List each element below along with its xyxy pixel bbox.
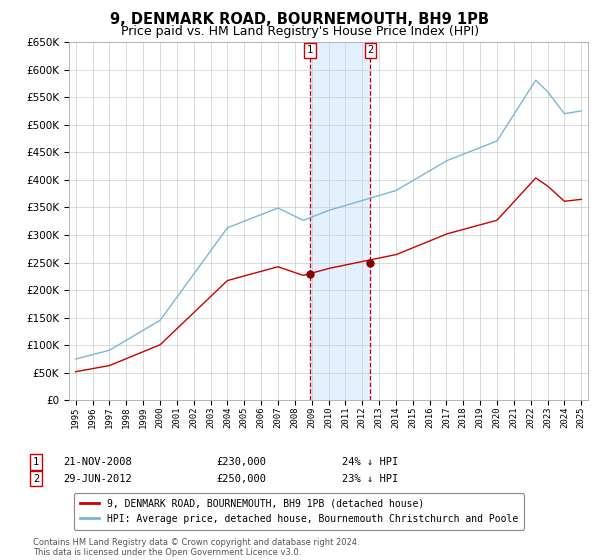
Text: 2: 2 (367, 45, 374, 55)
Text: £230,000: £230,000 (216, 457, 266, 467)
Bar (310, 42, 370, 400)
Text: Price paid vs. HM Land Registry's House Price Index (HPI): Price paid vs. HM Land Registry's House … (121, 25, 479, 38)
Text: 24% ↓ HPI: 24% ↓ HPI (342, 457, 398, 467)
Text: 21-NOV-2008: 21-NOV-2008 (63, 457, 132, 467)
Text: £250,000: £250,000 (216, 474, 266, 484)
Text: 9, DENMARK ROAD, BOURNEMOUTH, BH9 1PB: 9, DENMARK ROAD, BOURNEMOUTH, BH9 1PB (110, 12, 490, 27)
Text: 29-JUN-2012: 29-JUN-2012 (63, 474, 132, 484)
Text: Contains HM Land Registry data © Crown copyright and database right 2024.
This d: Contains HM Land Registry data © Crown c… (33, 538, 359, 557)
Legend: 9, DENMARK ROAD, BOURNEMOUTH, BH9 1PB (detached house), HPI: Average price, deta: 9, DENMARK ROAD, BOURNEMOUTH, BH9 1PB (d… (74, 493, 524, 530)
Text: 1: 1 (33, 457, 39, 467)
Text: 1: 1 (307, 45, 313, 55)
Text: 23% ↓ HPI: 23% ↓ HPI (342, 474, 398, 484)
Text: 2: 2 (33, 474, 39, 484)
